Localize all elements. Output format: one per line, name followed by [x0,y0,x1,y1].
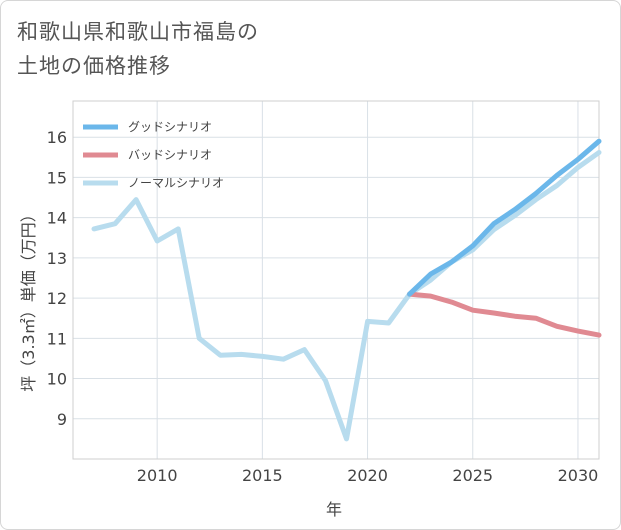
x-axis-label: 年 [326,500,342,519]
x-tick-label: 2020 [347,466,388,485]
x-tick-label: 2010 [137,466,178,485]
x-tick-label: 2025 [452,466,493,485]
title-line-1: 和歌山県和歌山市福島の [17,20,259,44]
y-axis-label: 坪（3.3㎡）単価（万円） [19,206,38,391]
chart-title: 和歌山県和歌山市福島の 土地の価格推移 [17,15,397,83]
series-line-1 [407,291,602,338]
y-tick-label: 16 [47,128,67,147]
legend-label: グッドシナリオ [128,120,212,134]
y-tick-label: 10 [47,370,67,389]
legend-label: ノーマルシナリオ [128,176,224,190]
title-line-2: 土地の価格推移 [17,54,171,78]
series-layer [91,138,602,442]
y-tick-label: 9 [57,410,67,429]
axis-ticks: 2010 2015 2020 2025 2030 9 10 11 12 13 14 15 16 [47,128,599,485]
x-tick-label: 2030 [558,466,599,485]
series-line-0 [407,138,602,297]
y-tick-label: 13 [47,249,67,268]
series-line-2 [91,150,602,442]
x-tick-label: 2015 [242,466,283,485]
plot-frame [72,100,600,460]
y-tick-label: 14 [47,209,67,228]
y-tick-label: 11 [47,329,67,348]
y-tick-label: 12 [47,289,67,308]
y-tick-label: 15 [47,168,67,187]
legend-label: バッドシナリオ [128,148,212,162]
